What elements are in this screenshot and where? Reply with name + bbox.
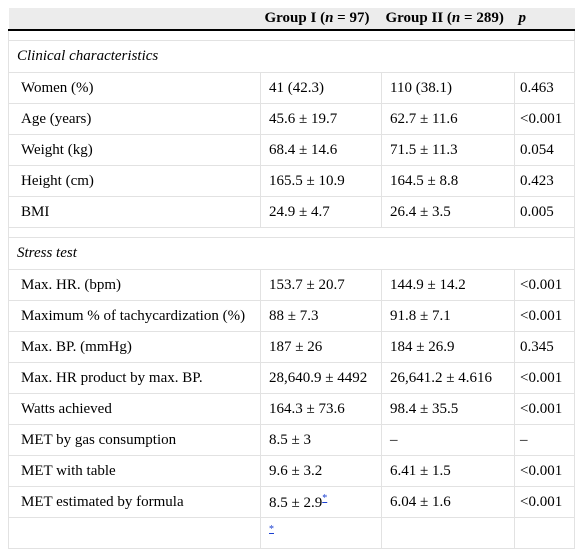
group2-value: 6.41 ± 1.5 [381, 455, 515, 487]
p-value: 0.463 [514, 72, 575, 104]
row-label: Maximum % of tachycardization (%) [8, 300, 261, 332]
table-row: Max. HR product by max. BP. 28,640.9 ± 4… [8, 362, 575, 394]
group1-value: 153.7 ± 20.7 [260, 269, 382, 301]
group2-value: 71.5 ± 11.3 [381, 134, 515, 166]
row-label [8, 517, 261, 549]
table-row: Weight (kg) 68.4 ± 14.6 71.5 ± 11.3 0.05… [8, 134, 575, 166]
group2-value: 26.4 ± 3.5 [381, 196, 515, 228]
header-blank [8, 8, 261, 31]
group2-value: – [381, 424, 515, 456]
group2-value: 98.4 ± 35.5 [381, 393, 515, 425]
row-label: Height (cm) [8, 165, 261, 197]
footnote-link[interactable]: * [269, 523, 274, 535]
section-title: Stress test [8, 237, 575, 270]
p-value: 0.423 [514, 165, 575, 197]
group1-value: 28,640.9 ± 4492 [260, 362, 382, 394]
p-value: <0.001 [514, 455, 575, 487]
group1-value: 187 ± 26 [260, 331, 382, 363]
footnote-link[interactable]: * [322, 492, 328, 504]
p-value: – [514, 424, 575, 456]
group1-value: 45.6 ± 19.7 [260, 103, 382, 135]
group2-value: 184 ± 26.9 [381, 331, 515, 363]
comparison-table: Group I (n = 97) Group II (n = 289) p Cl… [8, 8, 575, 549]
row-label: MET with table [8, 455, 261, 487]
group1-value: 165.5 ± 10.9 [260, 165, 382, 197]
header-row: Group I (n = 97) Group II (n = 289) p [8, 8, 575, 31]
table-row: Maximum % of tachycardization (%) 88 ± 7… [8, 300, 575, 332]
group2-value: 164.5 ± 8.8 [381, 165, 515, 197]
row-label: MET by gas consumption [8, 424, 261, 456]
table-row: Women (%) 41 (42.3) 110 (38.1) 0.463 [8, 72, 575, 104]
table-row: Height (cm) 165.5 ± 10.9 164.5 ± 8.8 0.4… [8, 165, 575, 197]
table-row: * [8, 517, 575, 549]
row-label: Age (years) [8, 103, 261, 135]
header-group1: Group I (n = 97) [260, 8, 382, 31]
table-row: Age (years) 45.6 ± 19.7 62.7 ± 11.6 <0.0… [8, 103, 575, 135]
p-value: <0.001 [514, 393, 575, 425]
spacer-row [8, 30, 575, 41]
p-value: <0.001 [514, 103, 575, 135]
group1-value: 9.6 ± 3.2 [260, 455, 382, 487]
section-row: Clinical characteristics [8, 40, 575, 73]
group2-value: 144.9 ± 14.2 [381, 269, 515, 301]
group2-value: 91.8 ± 7.1 [381, 300, 515, 332]
table-row: MET by gas consumption 8.5 ± 3 – – [8, 424, 575, 456]
group1-value: 41 (42.3) [260, 72, 382, 104]
row-label: Max. HR product by max. BP. [8, 362, 261, 394]
header-p: p [514, 8, 575, 31]
data-table-container: Group I (n = 97) Group II (n = 289) p Cl… [8, 8, 575, 549]
table-row: Max. HR. (bpm) 153.7 ± 20.7 144.9 ± 14.2… [8, 269, 575, 301]
p-value: <0.001 [514, 300, 575, 332]
group2-value: 110 (38.1) [381, 72, 515, 104]
group1-value: 8.5 ± 3 [260, 424, 382, 456]
row-label: Women (%) [8, 72, 261, 104]
p-value: <0.001 [514, 362, 575, 394]
p-value [514, 517, 575, 549]
group1-value: 8.5 ± 2.9 [269, 494, 323, 511]
table-row: Watts achieved 164.3 ± 73.6 98.4 ± 35.5 … [8, 393, 575, 425]
table-row: Max. BP. (mmHg) 187 ± 26 184 ± 26.9 0.34… [8, 331, 575, 363]
table-row: MET with table 9.6 ± 3.2 6.41 ± 1.5 <0.0… [8, 455, 575, 487]
group1-value: 24.9 ± 4.7 [260, 196, 382, 228]
p-value: 0.345 [514, 331, 575, 363]
group1-value-cell: * [260, 517, 382, 549]
header-group2: Group II (n = 289) [381, 8, 515, 31]
p-value: 0.005 [514, 196, 575, 228]
group1-value: 164.3 ± 73.6 [260, 393, 382, 425]
group1-value: 88 ± 7.3 [260, 300, 382, 332]
section-title: Clinical characteristics [8, 40, 575, 73]
group2-value [381, 517, 515, 549]
p-value: 0.054 [514, 134, 575, 166]
row-label: BMI [8, 196, 261, 228]
table-row: BMI 24.9 ± 4.7 26.4 ± 3.5 0.005 [8, 196, 575, 228]
row-label: Max. BP. (mmHg) [8, 331, 261, 363]
p-value: <0.001 [514, 269, 575, 301]
section-row: Stress test [8, 237, 575, 270]
row-label: Weight (kg) [8, 134, 261, 166]
group2-value: 26,641.2 ± 4.616 [381, 362, 515, 394]
group2-value: 62.7 ± 11.6 [381, 103, 515, 135]
row-label: Watts achieved [8, 393, 261, 425]
group1-value: 68.4 ± 14.6 [260, 134, 382, 166]
spacer-row [8, 227, 575, 238]
row-label: Max. HR. (bpm) [8, 269, 261, 301]
